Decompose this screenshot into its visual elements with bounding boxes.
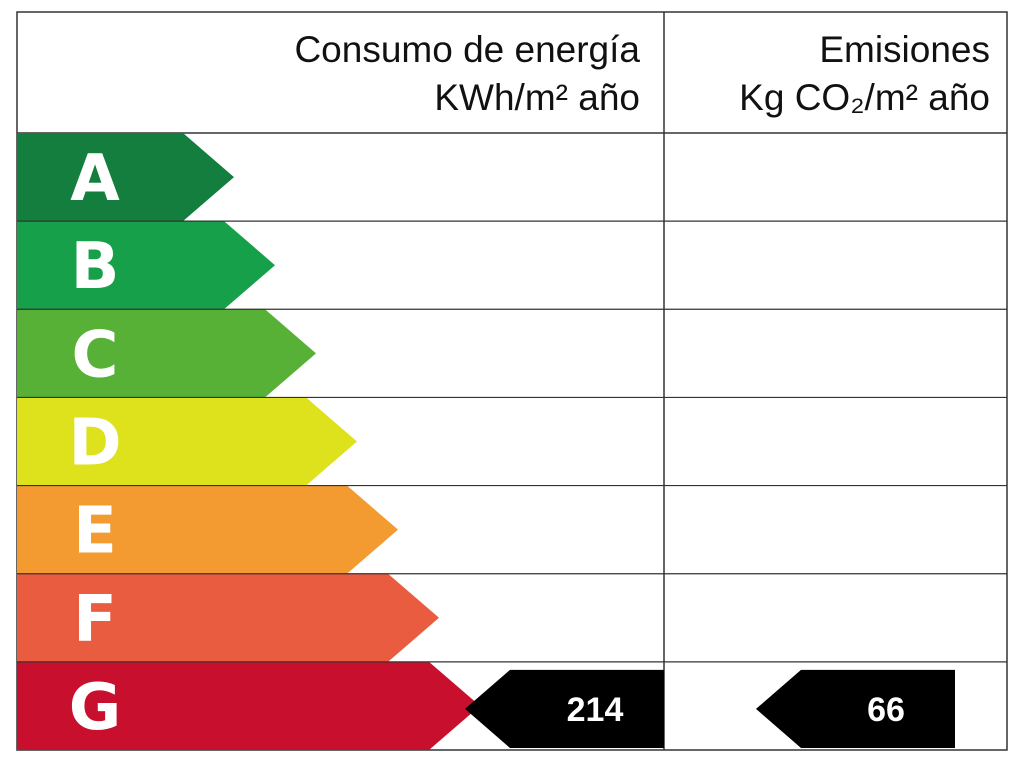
rating-arrow <box>17 221 275 310</box>
rating-letter: C <box>72 318 119 392</box>
energy-title: Consumo de energía <box>294 29 640 70</box>
rating-arrow <box>17 661 480 750</box>
rating-letter: A <box>70 142 120 216</box>
rating-letter: G <box>69 671 122 745</box>
rating-arrow <box>17 573 439 662</box>
rating-arrow <box>17 309 316 398</box>
rating-arrow <box>17 133 234 222</box>
energy-unit: KWh/m² año <box>434 77 640 118</box>
emissions-indicator <box>756 669 955 748</box>
rating-letter: F <box>73 583 117 657</box>
rating-arrow <box>17 397 357 486</box>
energy-indicator <box>465 669 664 748</box>
emissions-value: 66 <box>867 691 905 729</box>
emissions-title: Emisiones <box>819 29 990 70</box>
rating-letter: B <box>71 230 120 304</box>
energy-value: 214 <box>567 691 624 729</box>
emissions-unit: Kg CO₂/m² año <box>739 77 990 118</box>
rating-letter: D <box>68 407 121 481</box>
rating-letter: E <box>73 495 117 569</box>
rating-arrow <box>17 485 398 574</box>
